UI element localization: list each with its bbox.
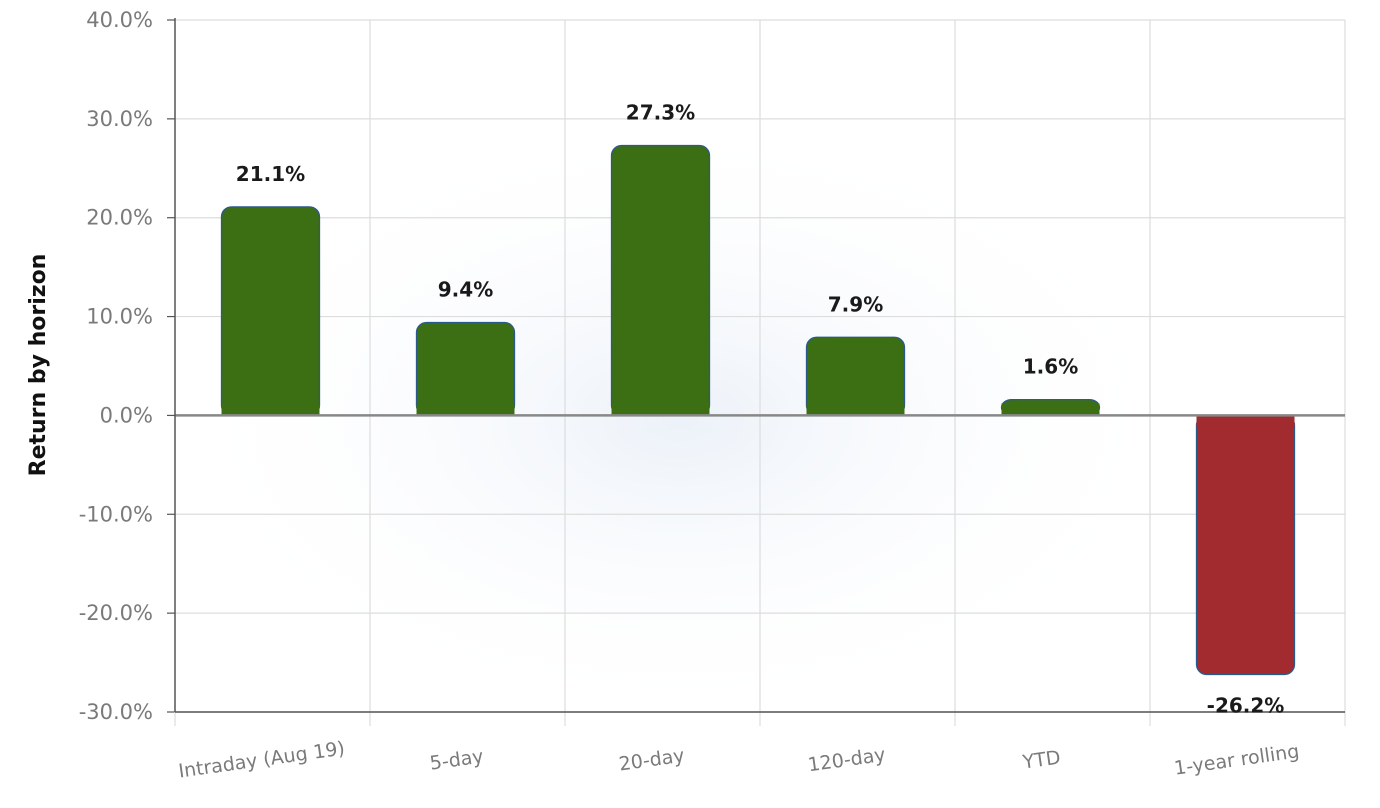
plot-glow — [160, 110, 1200, 730]
x-tick-label: 20-day — [617, 745, 685, 776]
bar — [610, 144, 711, 417]
bar-value-label: 27.3% — [626, 101, 695, 125]
bar-base — [416, 403, 515, 416]
y-tick-label: -30.0% — [79, 700, 153, 724]
bar-value-label: 9.4% — [438, 278, 493, 302]
x-tick-label: YTD — [1020, 747, 1062, 774]
bar-base — [1001, 403, 1100, 416]
y-tick-label: 10.0% — [86, 305, 153, 329]
x-tick-label: 120-day — [806, 744, 886, 777]
bars — [220, 144, 1296, 676]
y-tick-label: -20.0% — [79, 601, 153, 625]
bar — [415, 321, 516, 417]
y-tick-label: 20.0% — [86, 206, 153, 230]
x-tick-label: 5-day — [428, 745, 484, 774]
y-tick-label: 40.0% — [86, 8, 153, 32]
y-tick-label: 30.0% — [86, 107, 153, 131]
bar-value-label: 21.1% — [236, 162, 305, 186]
axes — [167, 18, 1346, 726]
bar-base — [221, 403, 320, 416]
y-tick-label: 0.0% — [100, 403, 153, 427]
bar-value-label: -26.2% — [1207, 693, 1285, 717]
bar-base — [806, 403, 905, 416]
bar-value-label: 1.6% — [1023, 355, 1078, 379]
bar — [220, 206, 321, 417]
bar — [1195, 414, 1296, 676]
bar-value-labels: 21.1% 9.4% 27.3% 7.9% 1.6% -26.2% — [236, 101, 1285, 718]
x-tick-label: Intraday (Aug 19) — [177, 737, 346, 782]
y-tick-label: -10.0% — [79, 502, 153, 526]
bar-base — [611, 403, 710, 416]
bar-value-label: 7.9% — [828, 292, 883, 316]
bar-base — [1196, 415, 1295, 428]
y-axis-title: Return by horizon — [26, 254, 51, 477]
x-tick-label: 1-year rolling — [1173, 740, 1301, 779]
